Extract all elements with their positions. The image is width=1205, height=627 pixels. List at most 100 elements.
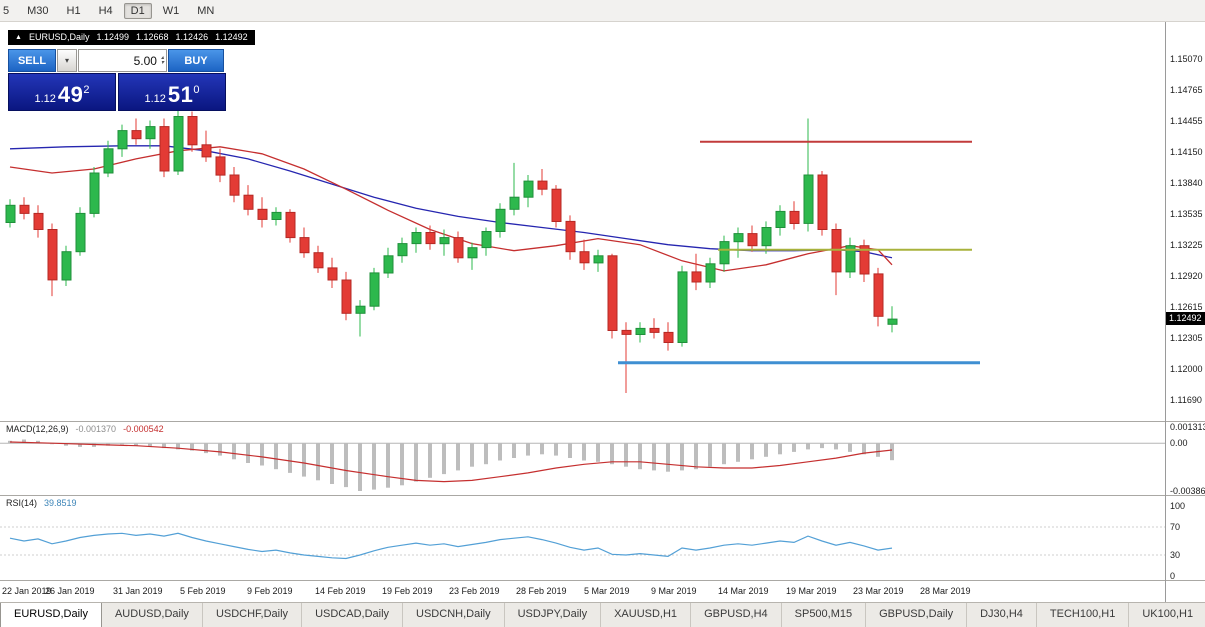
ma-blue-line xyxy=(9,145,893,259)
price-scale-label: 1.12920 xyxy=(1170,271,1203,281)
ohlc-high: 1.12668 xyxy=(136,32,169,42)
buy-price-small: 1.12 xyxy=(144,93,166,105)
date-label: 19 Feb 2019 xyxy=(382,586,433,596)
chart-tab-tech100-h1[interactable]: TECH100,H1 xyxy=(1037,603,1130,627)
volume-value: 5.00 xyxy=(133,53,157,68)
price-scale-label: 1.12000 xyxy=(1170,364,1203,374)
chart-title-bar: ▲ EURUSD,Daily 1.12499 1.12668 1.12426 1… xyxy=(8,30,255,45)
chart-canvas[interactable] xyxy=(0,22,1165,602)
timeframe-button-h4[interactable]: H4 xyxy=(98,4,113,17)
date-label: 9 Feb 2019 xyxy=(247,586,293,596)
trade-prices-row: 1.12492 1.12510 xyxy=(8,73,226,111)
volume-input[interactable]: 5.00 ▴ ▾ xyxy=(78,49,167,72)
chart-tab-gbpusd-daily[interactable]: GBPUSD,Daily xyxy=(866,603,968,627)
price-scale-label: 1.15070 xyxy=(1170,54,1203,64)
sell-price-big: 49 xyxy=(57,82,84,107)
date-label: 23 Feb 2019 xyxy=(449,586,500,596)
candles-layer xyxy=(5,108,898,393)
rsi-title: RSI(14) 39.8519 xyxy=(6,498,77,508)
chart-tabs-bar: EURUSD,Daily AUDUSD,Daily USDCHF,Daily USDC… xyxy=(0,602,1205,627)
date-label: 14 Feb 2019 xyxy=(315,586,366,596)
date-label: 26 Jan 2019 xyxy=(45,586,95,596)
panel-separator xyxy=(1166,580,1205,581)
rsi-value: 39.8519 xyxy=(44,498,77,508)
chart-tab-audusd-daily[interactable]: AUDUSD,Daily xyxy=(102,603,203,627)
chart-tab-xauusd-h1[interactable]: XAUUSD,H1 xyxy=(601,603,692,627)
price-scale-label: 1.12615 xyxy=(1170,302,1203,312)
date-label: 28 Mar 2019 xyxy=(920,586,971,596)
macd-main-value: -0.001370 xyxy=(75,424,117,434)
timeframe-button-h1[interactable]: H1 xyxy=(66,4,81,17)
date-label: 14 Mar 2019 xyxy=(718,586,769,596)
chart-tab-usdcnh-daily[interactable]: USDCNH,Daily xyxy=(403,603,505,627)
buy-price-display[interactable]: 1.12510 xyxy=(118,73,226,111)
price-scale-label: 1.14455 xyxy=(1170,116,1203,126)
date-label: 9 Mar 2019 xyxy=(651,586,697,596)
spinner-down-icon[interactable]: ▾ xyxy=(160,59,164,66)
price-scale-label: 1.14150 xyxy=(1170,147,1203,157)
price-scale-label: 1.12305 xyxy=(1170,333,1203,343)
volume-spinner[interactable]: ▴ ▾ xyxy=(160,54,164,66)
collapse-triangle-icon[interactable]: ▲ xyxy=(15,34,22,41)
chart-window: 1.15070 1.14765 1.14455 1.14150 1.13840 1.135… xyxy=(0,22,1205,602)
date-label: 5 Mar 2019 xyxy=(584,586,630,596)
spinner-up-icon[interactable]: ▴ xyxy=(160,54,164,61)
sell-price-small: 1.12 xyxy=(34,93,56,105)
date-label: 22 Jan 2019 xyxy=(2,586,52,596)
rsi-scale-label: 70 xyxy=(1170,522,1181,532)
chart-title: EURUSD,Daily xyxy=(28,32,90,42)
order-options-dropdown[interactable]: ▾ xyxy=(57,49,77,72)
buy-price-sup: 0 xyxy=(193,84,200,96)
price-scale[interactable]: 1.15070 1.14765 1.14455 1.14150 1.13840 1.135… xyxy=(1165,22,1205,602)
price-scale-label: 1.13840 xyxy=(1170,178,1203,188)
date-label: 5 Feb 2019 xyxy=(180,586,226,596)
chevron-down-icon: ▾ xyxy=(64,56,69,65)
timeframe-toolbar: 5 M30 H1 H4 D1 W1 MN xyxy=(0,0,1205,22)
date-label: 23 Mar 2019 xyxy=(853,586,904,596)
buy-price-big: 51 xyxy=(167,82,194,107)
price-scale-label: 1.11690 xyxy=(1170,395,1202,405)
chart-tab-usdjpy-daily[interactable]: USDJPY,Daily xyxy=(505,603,602,627)
timeframe-button-d1[interactable]: D1 xyxy=(123,2,152,19)
chart-tab-gbpusd-h4[interactable]: GBPUSD,H4 xyxy=(691,603,782,627)
panel-separator xyxy=(1166,421,1205,422)
sell-price-display[interactable]: 1.12492 xyxy=(8,73,116,111)
date-label: 19 Mar 2019 xyxy=(786,586,837,596)
buy-button[interactable]: BUY xyxy=(168,49,224,72)
chart-tab-dj30-h4[interactable]: DJ30,H4 xyxy=(967,603,1037,627)
rsi-label: RSI(14) xyxy=(6,498,38,508)
timeframe-button-w1[interactable]: W1 xyxy=(162,4,180,17)
ma-red-line xyxy=(9,146,893,272)
price-scale-label: 1.13535 xyxy=(1170,209,1203,219)
date-label: 31 Jan 2019 xyxy=(113,586,163,596)
current-price-badge: 1.12492 xyxy=(1166,312,1205,325)
time-axis[interactable]: 22 Jan 2019 26 Jan 2019 31 Jan 2019 5 Feb 2… xyxy=(0,580,1165,602)
trade-controls-row: SELL ▾ 5.00 ▴ ▾ BUY xyxy=(8,49,226,72)
chart-tab-uk100-h1[interactable]: UK100,H1 xyxy=(1129,603,1205,627)
ohlc-close: 1.12492 xyxy=(215,32,248,42)
rsi-line xyxy=(9,532,893,560)
macd-histogram xyxy=(8,439,894,491)
macd-scale-label: 0.00 xyxy=(1170,438,1188,448)
price-scale-label: 1.13225 xyxy=(1170,240,1203,250)
timeframe-button-mn[interactable]: MN xyxy=(197,4,215,17)
chart-tab-usdcad-daily[interactable]: USDCAD,Daily xyxy=(302,603,404,627)
price-scale-label: 1.14765 xyxy=(1170,85,1203,95)
macd-scale-label: -0.00386 xyxy=(1170,486,1205,496)
panel-separator xyxy=(1166,495,1205,496)
chart-tab-sp500-m15[interactable]: SP500,M15 xyxy=(782,603,867,627)
ohlc-low: 1.12426 xyxy=(175,32,209,42)
timeframe-button-5[interactable]: 5 xyxy=(3,4,10,17)
date-label: 28 Feb 2019 xyxy=(516,586,567,596)
chart-tab-eurusd-daily[interactable]: EURUSD,Daily xyxy=(0,603,102,627)
rsi-scale-label: 30 xyxy=(1170,550,1181,560)
rsi-scale-label: 0 xyxy=(1170,571,1176,581)
sell-price-sup: 2 xyxy=(83,84,90,96)
ohlc-open: 1.12499 xyxy=(96,32,129,42)
chart-tab-usdchf-daily[interactable]: USDCHF,Daily xyxy=(203,603,303,627)
macd-signal-value: -0.000542 xyxy=(123,424,164,434)
sell-button[interactable]: SELL xyxy=(8,49,56,72)
macd-scale-label: 0.001313 xyxy=(1170,422,1205,432)
rsi-scale-label: 100 xyxy=(1170,501,1186,511)
timeframe-button-m30[interactable]: M30 xyxy=(27,4,49,17)
